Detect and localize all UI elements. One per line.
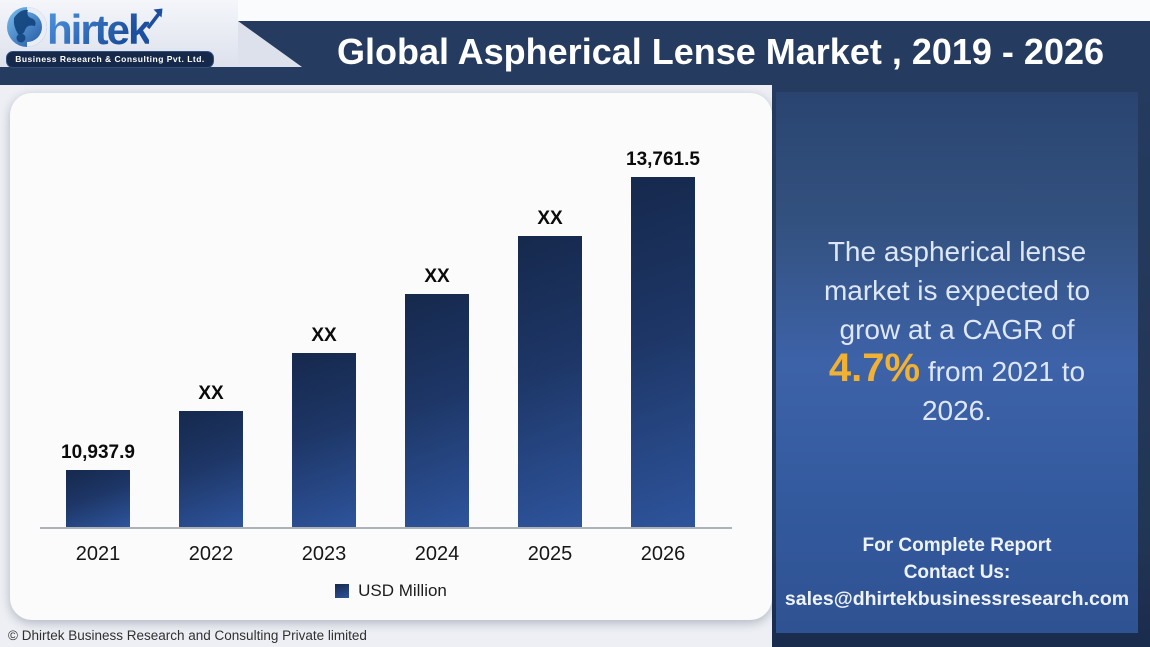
cagr-message-part2: from 2021 to 2026. (920, 356, 1086, 426)
bar-2022 (179, 411, 243, 527)
bar-value-label-2026: 13,761.5 (626, 149, 700, 170)
chart-panel: 10,937.9 2021 XX 2022 XX 2023 XX 2024 XX 2025 13,7… (10, 93, 772, 620)
cagr-message: The aspherical lense market is expected … (802, 232, 1112, 430)
contact-email: sales@dhirtekbusinessresearch.com (784, 588, 1130, 610)
cagr-message-part1: The aspherical lense market is expected … (823, 236, 1091, 345)
arrow-up-right-icon (145, 4, 167, 35)
plot-area: 10,937.9 2021 XX 2022 XX 2023 XX 2024 XX 2025 13,7… (40, 93, 742, 565)
x-axis-label-2023: 2023 (301, 543, 347, 565)
brand-logo: hirtek Business Research & Consulting Pv… (0, 0, 238, 68)
sidebar: The aspherical lense market is expected … (772, 85, 1150, 647)
x-axis-line (40, 527, 732, 529)
x-axis-label-2026: 2026 (640, 543, 686, 565)
contact-line2: Contact Us: (903, 562, 1011, 583)
bar-2021 (66, 470, 130, 527)
brand-logo-row: hirtek (6, 5, 167, 54)
brand-wordmark: hirtek (47, 5, 151, 53)
x-axis-label-2021: 2021 (75, 543, 121, 565)
header-top-strip (0, 0, 1150, 21)
globe-icon (6, 5, 50, 54)
bar-value-label-2024: XX (424, 266, 450, 287)
legend-label: USD Million (358, 581, 447, 600)
bar-2026 (631, 177, 695, 527)
bar-value-label-2025: XX (537, 208, 563, 229)
contact-block: For Complete Report Contact Us: sales@dh… (776, 532, 1138, 613)
bar-value-label-2023: XX (311, 325, 337, 346)
cagr-value: 4.7% (828, 346, 921, 390)
page-title: Global Aspherical Lense Market , 2019 - … (336, 31, 1105, 72)
chart-legend: USD Million (10, 581, 772, 601)
bar-value-label-2021: 10,937.9 (61, 442, 135, 463)
bar-2024 (405, 294, 469, 527)
bar-2025 (518, 236, 582, 527)
x-axis-label-2022: 2022 (188, 543, 234, 565)
copyright-note: © Dhirtek Business Research and Consulti… (8, 628, 367, 643)
x-axis-label-2025: 2025 (527, 543, 573, 565)
bar-value-label-2022: XX (198, 383, 224, 404)
brand-tagline: Business Research & Consulting Pvt. Ltd. (6, 51, 214, 68)
x-axis-label-2024: 2024 (414, 543, 460, 565)
bar-2023 (292, 353, 356, 527)
legend-swatch-icon (335, 584, 350, 598)
contact-line1: For Complete Report (862, 535, 1052, 556)
sidebar-inner-panel: The aspherical lense market is expected … (776, 92, 1138, 633)
